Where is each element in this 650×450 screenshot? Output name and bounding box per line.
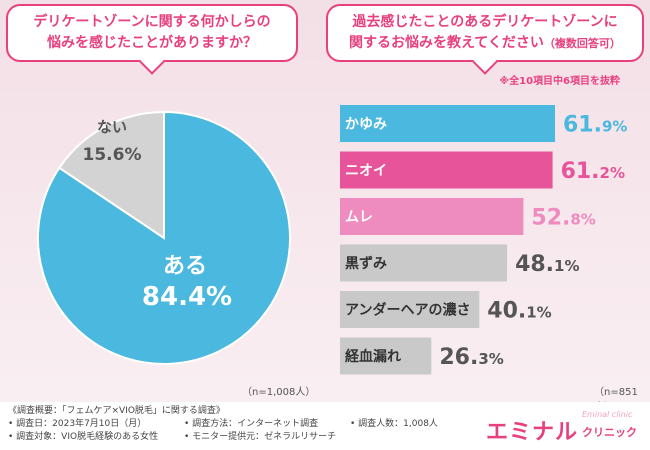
survey-target: • 調査対象：VIO脱毛経験のある女性: [8, 431, 158, 444]
bar-value-0: 61.9%: [563, 113, 627, 138]
bar-label-3: 黒ずみ: [345, 255, 387, 272]
right-question-line1: 過去感じたことのあるデリケートゾーンに: [328, 12, 642, 33]
bar-value-5: 26.3%: [439, 345, 503, 370]
survey-title: 《調査概要：「フェムケア×VIO脱毛」に関する調査》: [8, 405, 225, 418]
bar-label-5: 経血漏れ: [345, 348, 401, 365]
left-question-line1: デリケートゾーンに関する何かしらの: [8, 12, 296, 33]
pie-chart: ある 84.4% ない 15.6%: [38, 112, 290, 364]
left-question-line2: 悩みを感じたことがありますか？: [8, 33, 296, 54]
logo-main-text: エミナル: [486, 414, 578, 446]
bar-label-0: かゆみ: [345, 117, 387, 133]
right-question-bubble: 過去感じたことのあるデリケートゾーンに 関するお悩みを教えてください（複数回答可…: [326, 4, 644, 62]
right-question-suffix: （複数回答可）: [544, 37, 621, 50]
bar-label-4: アンダーヘアの濃さ: [345, 302, 470, 319]
pie-label-yes: ある: [163, 254, 207, 279]
pie-value-yes: 84.4%: [142, 282, 232, 312]
bar-value-4: 40.1%: [487, 299, 551, 324]
bar-chart: かゆみ 61.9% ニオイ 61.2% ムレ 52.8% 黒ずみ 48.1% アンダーヘアの濃さ…: [340, 105, 627, 375]
logo-en-text: Eminal clinic: [582, 410, 632, 419]
chart-canvas: ある 84.4% ない 15.6% かゆみ 61.9% ニオイ 61.2% ムレ 52.8% 黒ず…: [0, 0, 650, 450]
logo-sub-text: クリニック: [582, 424, 637, 440]
bar-value-2: 52.8%: [531, 206, 595, 231]
pie-value-no: 15.6%: [83, 145, 142, 165]
survey-count: • 調査人数：1,008人: [350, 418, 438, 431]
right-question-line2: 関するお悩みを教えてください（複数回答可）: [328, 33, 642, 54]
survey-provider: • モニター提供元：ゼネラルリサーチ: [184, 431, 336, 444]
pie-label-no: ない: [97, 118, 127, 136]
footer-col-3: • 調査人数：1,008人: [350, 418, 438, 431]
survey-method: • 調査方法：インターネット調査: [184, 418, 336, 431]
bar-label-1: ニオイ: [345, 163, 387, 179]
footer-col-2: • 調査方法：インターネット調査 • モニター提供元：ゼネラルリサーチ: [184, 418, 336, 444]
survey-date: • 調査日：2023年7月10日（月）: [8, 418, 158, 431]
brand-logo: エミナル Eminal clinic クリニック: [482, 407, 648, 447]
bar-label-2: ムレ: [345, 210, 373, 226]
right-question-line2-main: 関するお悩みを教えてください: [349, 35, 544, 51]
bar-value-3: 48.1%: [515, 252, 579, 277]
left-question-bubble: デリケートゾーンに関する何かしらの 悩みを感じたことがありますか？: [6, 4, 298, 62]
left-sample-size: （n=1,008人）: [242, 383, 315, 398]
footer-col-1: • 調査日：2023年7月10日（月） • 調査対象：VIO脱毛経験のある女性: [8, 418, 158, 444]
bar-value-1: 61.2%: [561, 159, 625, 184]
